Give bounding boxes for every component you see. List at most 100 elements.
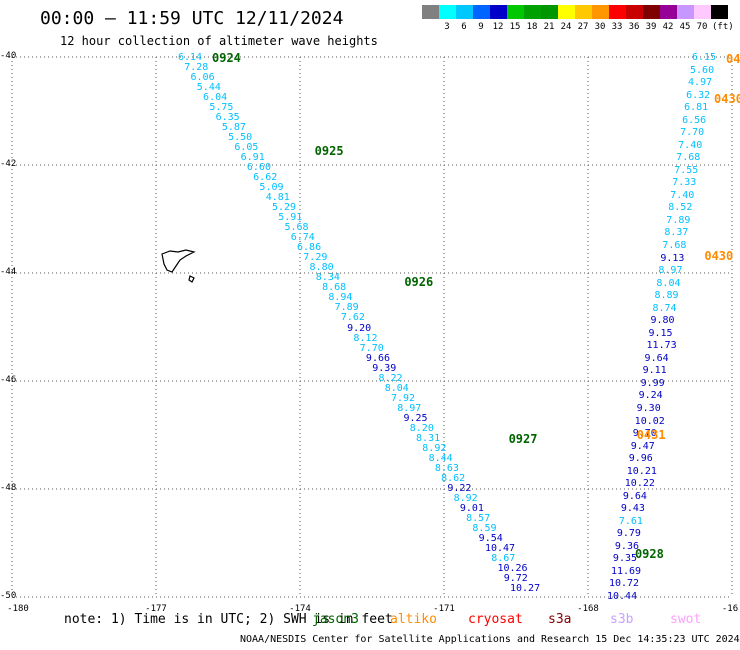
track2-value: 8.97 bbox=[658, 265, 683, 277]
track2-value: 6.81 bbox=[684, 102, 709, 114]
legend-unit: (ft) bbox=[712, 22, 734, 32]
track1-time-label: 0926 bbox=[404, 275, 434, 290]
mission-cryosat: cryosat bbox=[468, 612, 523, 627]
track1-value: 7.62 bbox=[340, 312, 365, 324]
track2-value: 9.43 bbox=[620, 503, 645, 515]
lon-label: -180 bbox=[7, 604, 29, 614]
track1-value: 9.22 bbox=[447, 482, 472, 494]
track1-value: 6.62 bbox=[253, 172, 278, 184]
track1-value: 5.87 bbox=[221, 122, 246, 134]
track2-value: 8.04 bbox=[656, 277, 681, 289]
track2-time-label: 0429 bbox=[726, 52, 740, 66]
legend-label: 21 bbox=[543, 22, 555, 32]
legend-swatch bbox=[609, 5, 626, 19]
legend-label: 30 bbox=[594, 22, 606, 32]
track2-value: 10.21 bbox=[626, 465, 657, 477]
track1-value: 9.25 bbox=[403, 412, 428, 424]
track2-value: 9.80 bbox=[650, 315, 675, 327]
track1-value: 7.89 bbox=[334, 302, 359, 314]
legend-label: 3 bbox=[444, 22, 450, 32]
lon-label: -168 bbox=[577, 604, 599, 614]
mission-jason3: jason3 bbox=[312, 612, 359, 627]
track2-value: 7.40 bbox=[670, 189, 695, 201]
legend-label: 39 bbox=[645, 22, 657, 32]
track2-time-label: 0430 bbox=[704, 248, 734, 263]
legend-label: 27 bbox=[577, 22, 589, 32]
mission-swot: swot bbox=[670, 612, 702, 627]
legend-swatch bbox=[422, 5, 439, 19]
track1-value: 8.80 bbox=[309, 262, 334, 274]
track2-value: 10.22 bbox=[624, 478, 655, 490]
track2-value: 9.13 bbox=[660, 252, 685, 264]
legend-label: 36 bbox=[628, 22, 640, 32]
track1-value: 6.35 bbox=[215, 112, 240, 124]
legend-swatch bbox=[473, 5, 490, 19]
track2-value: 7.61 bbox=[618, 515, 643, 527]
track1-value: 9.39 bbox=[372, 362, 397, 374]
track2-value: 9.64 bbox=[644, 352, 669, 364]
track2-value: 11.69 bbox=[610, 565, 642, 577]
mission-s3b: s3b bbox=[610, 612, 634, 627]
page-title: 00:00 – 11:59 UTC 12/11/2024 bbox=[40, 8, 344, 29]
track2-value: 6.15 bbox=[692, 52, 717, 63]
legend-swatch bbox=[660, 5, 677, 19]
track2-value: 7.55 bbox=[674, 164, 699, 176]
track1-value: 5.91 bbox=[278, 212, 303, 224]
track1-value: 8.12 bbox=[353, 332, 378, 344]
track1-value: 8.22 bbox=[378, 372, 403, 384]
legend-swatch bbox=[694, 5, 711, 19]
track1-time-label: 0927 bbox=[508, 431, 538, 446]
legend-swatch bbox=[456, 5, 473, 19]
track1-value: 5.68 bbox=[284, 222, 309, 234]
track1-value: 8.62 bbox=[441, 472, 466, 484]
legend-swatch bbox=[439, 5, 456, 19]
track2-time-label: 0431 bbox=[636, 428, 666, 443]
track2-value: 10.44 bbox=[607, 591, 638, 602]
legend-swatch bbox=[490, 5, 507, 19]
track1-value: 5.50 bbox=[228, 132, 253, 144]
track1-value: 7.92 bbox=[390, 392, 416, 404]
track1-value: 9.66 bbox=[365, 352, 391, 364]
track1-time-label: 0924 bbox=[212, 51, 241, 65]
track1-value: 8.97 bbox=[397, 402, 422, 414]
legend-swatch bbox=[575, 5, 592, 19]
track2-value: 8.52 bbox=[668, 202, 693, 214]
track1-value: 8.92 bbox=[422, 442, 447, 454]
track2-time-label: 0928 bbox=[634, 546, 664, 561]
page-subtitle: 12 hour collection of altimeter wave hei… bbox=[60, 34, 378, 48]
track2-value: 5.60 bbox=[690, 64, 715, 76]
legend-label: 9 bbox=[478, 22, 484, 32]
track2-value: 8.89 bbox=[654, 290, 679, 302]
legend-label: 42 bbox=[662, 22, 674, 32]
lat-label: -42 bbox=[0, 159, 17, 169]
legend-swatch bbox=[711, 5, 728, 19]
track2-value: 6.56 bbox=[682, 114, 707, 126]
legend-label: 45 bbox=[679, 22, 691, 32]
legend-swatch bbox=[524, 5, 541, 19]
track1-value: 5.75 bbox=[209, 102, 234, 114]
track1-value: 10.47 bbox=[484, 542, 516, 554]
legend-swatch bbox=[558, 5, 575, 19]
track2-value: 8.74 bbox=[652, 302, 677, 314]
track2-value: 11.73 bbox=[646, 340, 677, 352]
track1-value: 8.31 bbox=[416, 432, 441, 444]
track2-value: 9.35 bbox=[612, 553, 638, 565]
track2-value: 6.32 bbox=[686, 89, 711, 101]
track1-value: 8.94 bbox=[328, 292, 353, 304]
track1-value: 8.92 bbox=[453, 492, 478, 504]
track2-value: 7.40 bbox=[678, 139, 703, 151]
track1-value: 10.26 bbox=[497, 562, 528, 574]
lat-label: -40 bbox=[0, 51, 17, 61]
lon-label: -174 bbox=[289, 604, 311, 614]
track1-value: 8.68 bbox=[322, 282, 347, 294]
track2-value: 8.37 bbox=[664, 227, 689, 239]
track1-value: 8.67 bbox=[491, 552, 516, 564]
track1-value: 10.27 bbox=[510, 583, 541, 594]
footer-credit: NOAA/NESDIS Center for Satellite Applica… bbox=[240, 634, 740, 645]
lat-label: -50 bbox=[0, 591, 17, 601]
track1-value: 8.44 bbox=[428, 452, 453, 464]
legend-label: 33 bbox=[611, 22, 623, 32]
track1-value: 6.86 bbox=[297, 242, 322, 254]
track1-value: 5.44 bbox=[196, 82, 221, 94]
